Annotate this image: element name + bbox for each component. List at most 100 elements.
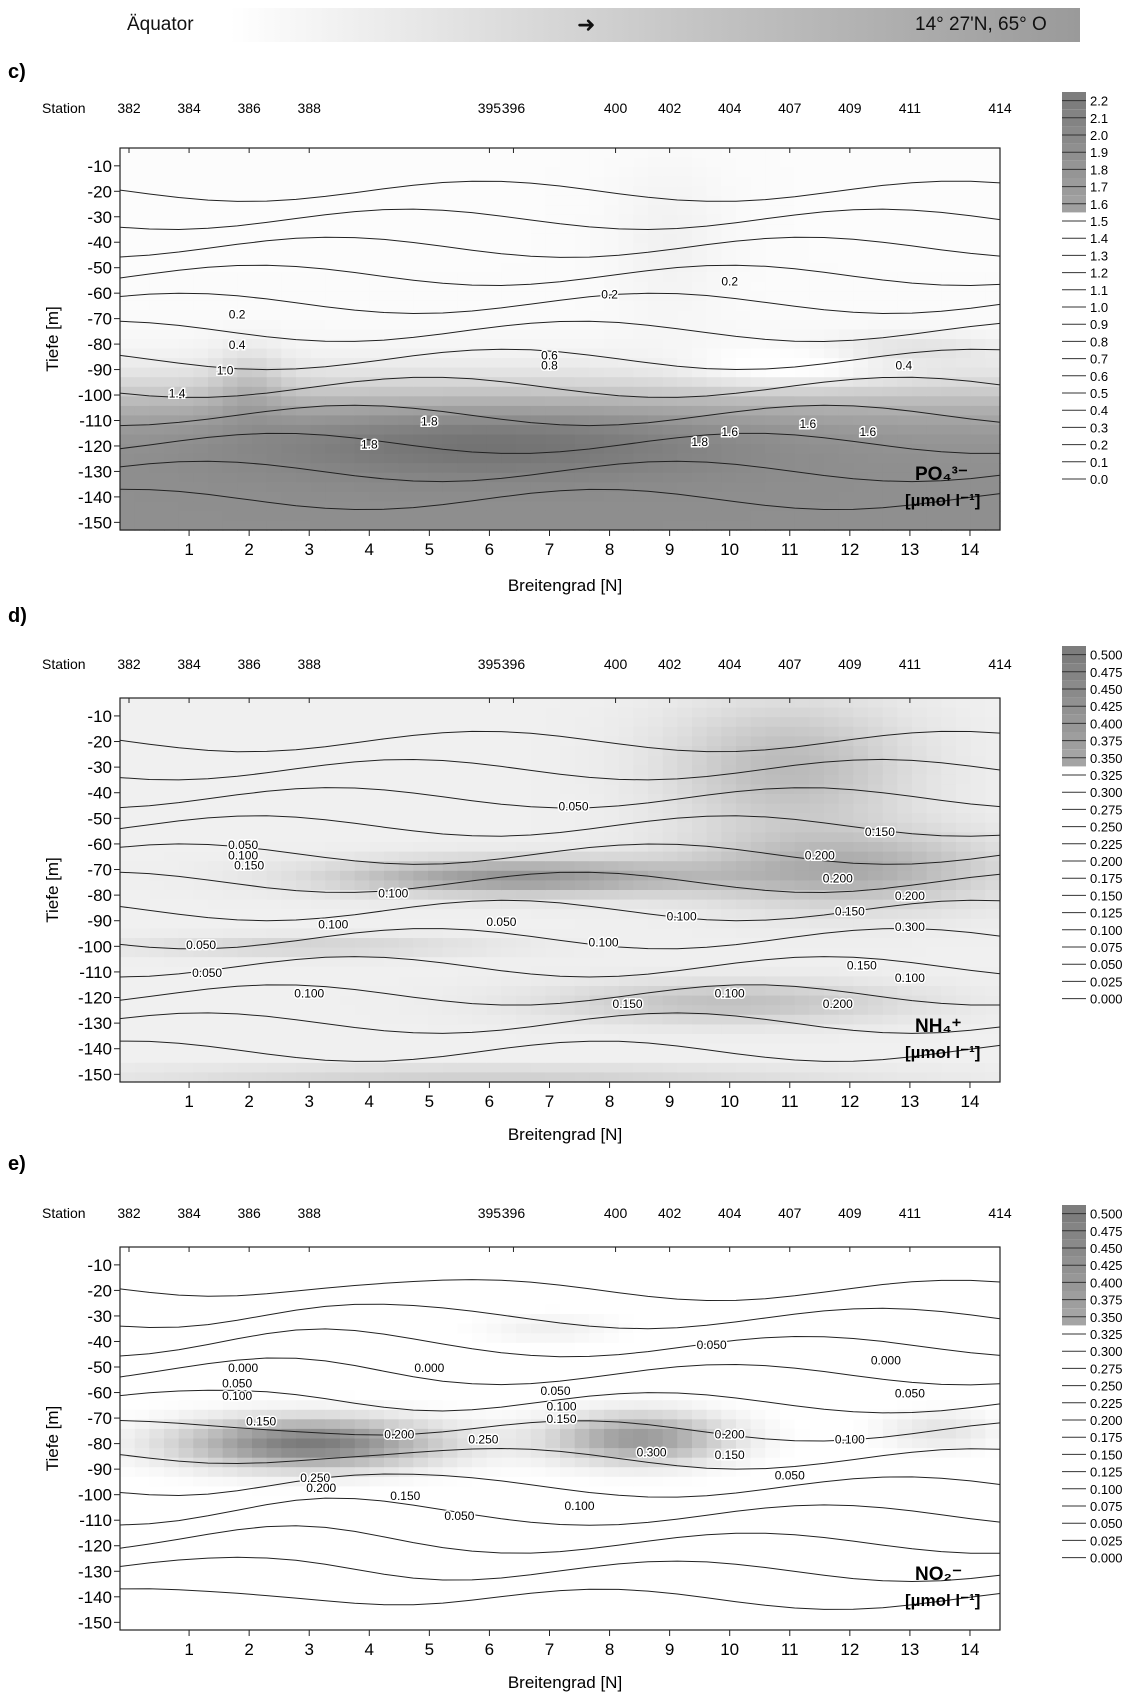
heatmap-cell <box>120 434 136 445</box>
heatmap-cell <box>604 148 620 159</box>
heatmap-cell <box>706 482 722 493</box>
heatmap-cell <box>560 851 576 862</box>
heatmap-cell <box>325 986 341 997</box>
heatmap-cell <box>838 957 854 968</box>
heatmap-cell <box>838 224 854 235</box>
heatmap-cell <box>442 434 458 445</box>
heatmap-cell <box>985 765 1001 776</box>
heatmap-cell <box>882 434 898 445</box>
heatmap-cell <box>384 813 400 824</box>
heatmap-cell <box>824 746 840 757</box>
heatmap-cell <box>926 813 942 824</box>
heatmap-cell <box>574 870 590 881</box>
heatmap-cell <box>677 755 693 766</box>
heatmap-cell <box>428 262 444 273</box>
heatmap-cell <box>281 148 297 159</box>
heatmap-cell <box>149 253 165 264</box>
heatmap-cell <box>926 224 942 235</box>
heatmap-cell <box>237 472 253 483</box>
heatmap-cell <box>956 472 972 483</box>
heatmap-cell <box>662 726 678 737</box>
heatmap-cell <box>369 310 385 321</box>
heatmap-cell <box>692 291 708 302</box>
heatmap-cell <box>868 214 884 225</box>
heatmap-cell <box>340 861 356 872</box>
heatmap-cell <box>398 717 414 728</box>
heatmap-cell <box>618 167 634 178</box>
heatmap-cell <box>560 1005 576 1016</box>
heatmap-cell <box>633 186 649 197</box>
heatmap-cell <box>120 938 136 949</box>
heatmap-cell <box>164 880 180 891</box>
heatmap-cell <box>325 386 341 397</box>
heatmap-cell <box>809 415 825 426</box>
heatmap-cell <box>428 472 444 483</box>
heatmap-cell <box>648 205 664 216</box>
heatmap-cell <box>237 803 253 814</box>
heatmap-cell <box>530 415 546 426</box>
heatmap-cell <box>516 698 532 709</box>
heatmap-cell <box>325 832 341 843</box>
heatmap-cell <box>501 310 517 321</box>
heatmap-cell <box>120 1062 136 1073</box>
heatmap-cell <box>516 1024 532 1035</box>
heatmap-cell <box>266 510 282 522</box>
heatmap-cell <box>633 453 649 464</box>
heatmap-cell <box>516 1034 532 1045</box>
heatmap-cell <box>486 501 502 512</box>
heatmap-cell <box>149 377 165 388</box>
heatmap-cell <box>472 348 488 359</box>
heatmap-cell <box>750 300 766 311</box>
heatmap-cell <box>281 510 297 522</box>
heatmap-cell <box>677 253 693 264</box>
heatmap-cell <box>340 784 356 795</box>
heatmap-cell <box>340 966 356 977</box>
heatmap-cell <box>530 262 546 273</box>
heatmap-cell <box>794 1034 810 1045</box>
heatmap-cell <box>516 755 532 766</box>
heatmap-cell <box>120 281 136 292</box>
heatmap-cell <box>824 243 840 254</box>
heatmap-cell <box>398 291 414 302</box>
heatmap-cell <box>721 736 737 747</box>
heatmap-cell <box>501 755 517 766</box>
heatmap-cell <box>721 281 737 292</box>
heatmap-cell <box>677 405 693 417</box>
heatmap-cell <box>897 774 913 785</box>
heatmap-cell <box>149 995 165 1006</box>
heatmap-cell <box>618 832 634 843</box>
heatmap-cell <box>442 736 458 747</box>
heatmap-cell <box>721 434 737 445</box>
heatmap-cell <box>354 938 370 949</box>
heatmap-cell <box>545 784 561 795</box>
heatmap-cell <box>780 310 796 321</box>
heatmap-cell <box>325 928 341 939</box>
heatmap-cell <box>472 698 488 709</box>
heatmap-cell <box>838 396 854 407</box>
heatmap-cell <box>750 1024 766 1035</box>
heatmap-cell <box>486 957 502 968</box>
heatmap-cell <box>560 1053 576 1064</box>
heatmap-cell <box>310 463 326 474</box>
heatmap-cell <box>941 310 957 321</box>
heatmap-cell <box>662 176 678 187</box>
heatmap-cell <box>120 1072 136 1083</box>
heatmap-cell <box>442 794 458 805</box>
heatmap-cell <box>809 501 825 512</box>
heatmap-cell <box>589 253 605 264</box>
heatmap-cell <box>134 717 150 728</box>
heatmap-cell <box>486 300 502 311</box>
heatmap-cell <box>941 272 957 283</box>
heatmap-cell <box>706 1062 722 1073</box>
heatmap-cell <box>794 755 810 766</box>
heatmap-cell <box>970 813 986 824</box>
heatmap-cell <box>706 253 722 264</box>
heatmap-cell <box>149 1072 165 1083</box>
heatmap-cell <box>237 348 253 359</box>
heatmap-cell <box>384 842 400 853</box>
heatmap-cell <box>648 233 664 245</box>
heatmap-cell <box>912 909 928 920</box>
heatmap-cell <box>222 765 238 776</box>
heatmap-cell <box>472 310 488 321</box>
heatmap-cell <box>574 415 590 426</box>
